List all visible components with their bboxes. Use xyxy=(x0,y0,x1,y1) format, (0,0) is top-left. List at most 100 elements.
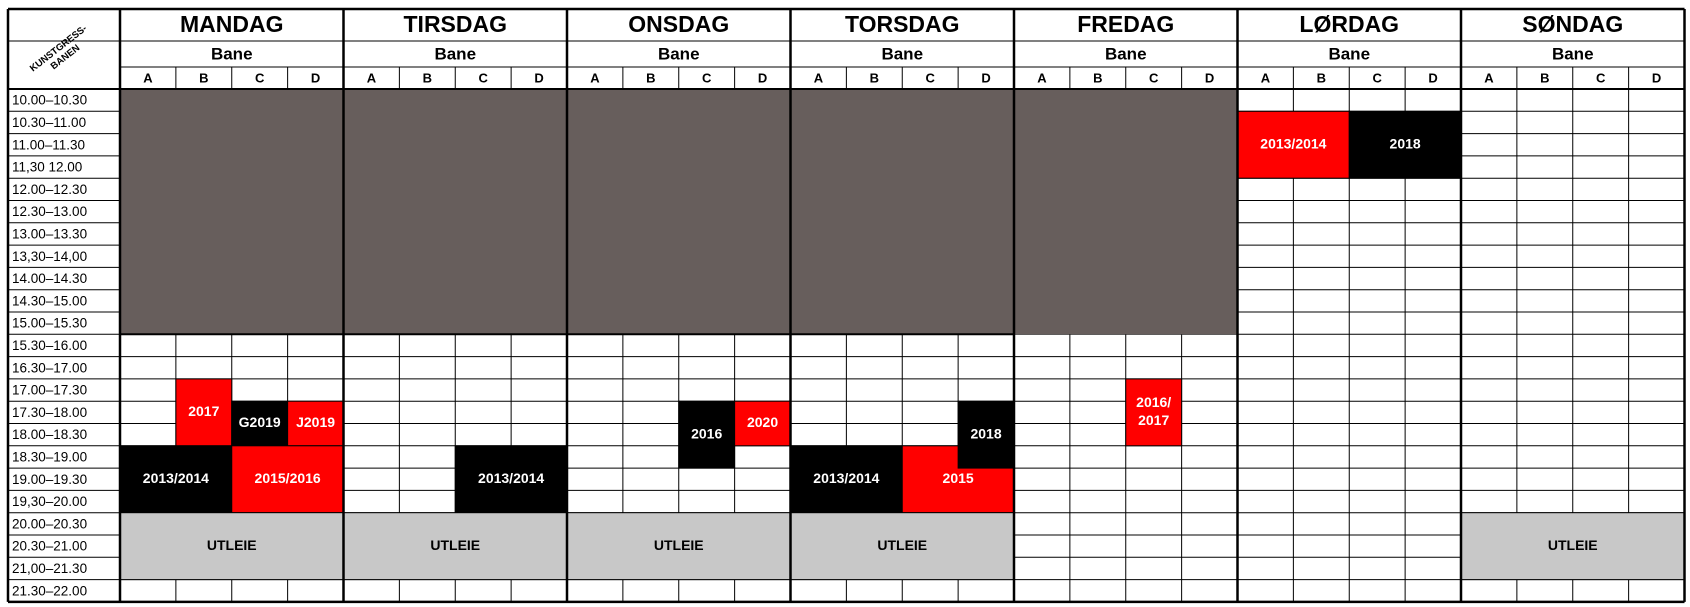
day-name: ONSDAG xyxy=(628,11,729,37)
booking-label: 2013/2014 xyxy=(478,470,544,486)
court-label: B xyxy=(1540,70,1549,85)
time-label: 12.00–12.30 xyxy=(12,182,87,197)
court-header: Bane xyxy=(211,44,253,63)
booking-label: UTLEIE xyxy=(654,537,704,553)
booking-label: 2017 xyxy=(188,403,219,419)
blocked-area xyxy=(1014,89,1238,335)
time-label: 11.00–11.30 xyxy=(12,137,85,152)
day-name: LØRDAG xyxy=(1299,11,1399,37)
time-label: 19,30–20.00 xyxy=(12,494,87,509)
court-header: Bane xyxy=(1328,44,1370,63)
time-label: 15.00–15.30 xyxy=(12,316,87,331)
booking-block xyxy=(566,512,791,581)
booking-block xyxy=(287,400,344,447)
booking-block xyxy=(1125,378,1183,447)
day-name: FREDAG xyxy=(1077,11,1174,37)
court-label: A xyxy=(143,70,153,85)
court-label: D xyxy=(758,70,767,85)
booking-label: J2019 xyxy=(296,414,335,430)
blocked-area xyxy=(343,89,567,335)
booking-label: 2016/ xyxy=(1136,394,1171,410)
day-name: SØNDAG xyxy=(1522,11,1623,37)
booking-block xyxy=(454,445,568,514)
court-label: D xyxy=(1652,70,1661,85)
court-label: B xyxy=(646,70,655,85)
booking-label: 2018 xyxy=(1390,135,1421,151)
time-label: 21,00–21.30 xyxy=(12,561,87,576)
court-label: C xyxy=(478,70,488,85)
court-label: D xyxy=(1428,70,1437,85)
court-label: B xyxy=(423,70,432,85)
blocked-area xyxy=(567,89,791,335)
court-label: C xyxy=(925,70,935,85)
day-name: MANDAG xyxy=(180,11,284,37)
blocked-area xyxy=(120,89,344,335)
court-header: Bane xyxy=(1105,44,1147,63)
time-label: 12.30–13.00 xyxy=(12,204,87,219)
court-label: B xyxy=(1093,70,1102,85)
court-label: C xyxy=(1149,70,1159,85)
booking-label: 2013/2014 xyxy=(143,470,209,486)
time-label: 10.00–10.30 xyxy=(12,93,87,108)
court-label: A xyxy=(1484,70,1494,85)
time-label: 11,30 12.00 xyxy=(12,160,82,175)
booking-block xyxy=(175,378,233,447)
court-header: Bane xyxy=(658,44,700,63)
court-label: A xyxy=(814,70,824,85)
time-label: 10.30–11.00 xyxy=(12,115,86,130)
time-label: 17.30–18.00 xyxy=(12,405,87,420)
court-label: C xyxy=(702,70,712,85)
court-label: C xyxy=(255,70,265,85)
booking-block xyxy=(678,400,736,469)
time-label: 13,30–14,00 xyxy=(12,249,87,264)
booking-block xyxy=(343,512,568,581)
court-header: Bane xyxy=(1552,44,1594,63)
corner-label: KUNSTGRESS-BANEN xyxy=(28,23,89,74)
court-label: A xyxy=(1037,70,1047,85)
time-label: 14.30–15.00 xyxy=(12,293,87,308)
booking-block xyxy=(231,400,289,447)
time-label: 17.00–17.30 xyxy=(12,383,87,398)
court-header: Bane xyxy=(434,44,476,63)
court-label: C xyxy=(1372,70,1382,85)
booking-label: 2013/2014 xyxy=(813,470,879,486)
booking-label: UTLEIE xyxy=(877,537,927,553)
time-label: 15.30–16.00 xyxy=(12,338,87,353)
time-label: 21.30–22.00 xyxy=(12,583,87,598)
court-label: A xyxy=(590,70,600,85)
booking-label: 2017 xyxy=(1138,412,1169,428)
booking-block xyxy=(119,445,233,514)
booking-block xyxy=(790,445,903,514)
court-label: A xyxy=(1261,70,1271,85)
booking-block xyxy=(790,512,1015,581)
booking-label: UTLEIE xyxy=(207,537,257,553)
booking-label: 2020 xyxy=(747,414,778,430)
booking-label: 2015 xyxy=(943,470,974,486)
court-label: A xyxy=(367,70,377,85)
day-name: TIRSDAG xyxy=(404,11,508,37)
time-label: 19.00–19.30 xyxy=(12,472,87,487)
booking-label: 2015/2016 xyxy=(255,470,321,486)
booking-label: G2019 xyxy=(239,414,281,430)
court-label: C xyxy=(1596,70,1606,85)
time-label: 18.30–19.00 xyxy=(12,450,87,465)
time-label: 16.30–17.00 xyxy=(12,360,87,375)
time-label: 20.00–20.30 xyxy=(12,516,87,531)
booking-label: UTLEIE xyxy=(430,537,480,553)
booking-label: UTLEIE xyxy=(1548,537,1598,553)
time-label: 14.00–14.30 xyxy=(12,271,87,286)
booking-block xyxy=(957,400,1015,469)
court-label: D xyxy=(534,70,543,85)
time-label: 18.00–18.30 xyxy=(12,427,87,442)
court-label: D xyxy=(981,70,990,85)
booking-block xyxy=(1237,110,1350,179)
booking-label: 2013/2014 xyxy=(1260,135,1326,151)
booking-label: 2018 xyxy=(970,425,1001,441)
court-label: B xyxy=(199,70,208,85)
court-header: Bane xyxy=(881,44,923,63)
booking-block xyxy=(119,512,344,581)
court-label: B xyxy=(1317,70,1326,85)
day-name: TORSDAG xyxy=(845,11,960,37)
